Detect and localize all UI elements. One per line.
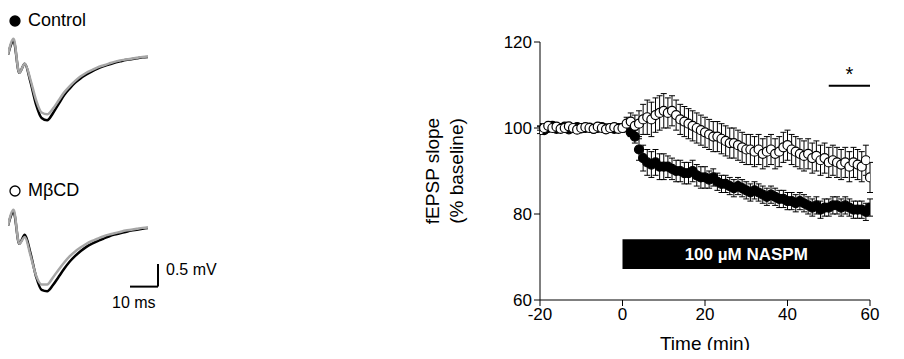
html-text:Control: Control (28, 10, 86, 30)
svg-text:0: 0 (618, 305, 627, 324)
svg-text:100 µM NASPM: 100 µM NASPM (685, 245, 808, 264)
html-text:10 ms: 10 ms (112, 294, 156, 311)
svg-text:20: 20 (696, 305, 715, 324)
svg-text:80: 80 (513, 205, 532, 224)
svg-text:60: 60 (513, 291, 532, 310)
svg-text:*: * (845, 63, 853, 85)
html-text:MβCD: MβCD (28, 180, 80, 200)
svg-text:100: 100 (504, 119, 532, 138)
svg-text:Time (min): Time (min) (660, 333, 750, 350)
svg-text:120: 120 (504, 33, 532, 52)
svg-text:40: 40 (778, 305, 797, 324)
html-text:(% baseline): (% baseline) (446, 118, 467, 224)
svg-text:60: 60 (861, 305, 880, 324)
html-text:0.5 mV: 0.5 mV (166, 261, 217, 279)
html-text:fEPSP slope: fEPSP slope (422, 117, 443, 225)
svg-text:-20: -20 (527, 305, 553, 325)
